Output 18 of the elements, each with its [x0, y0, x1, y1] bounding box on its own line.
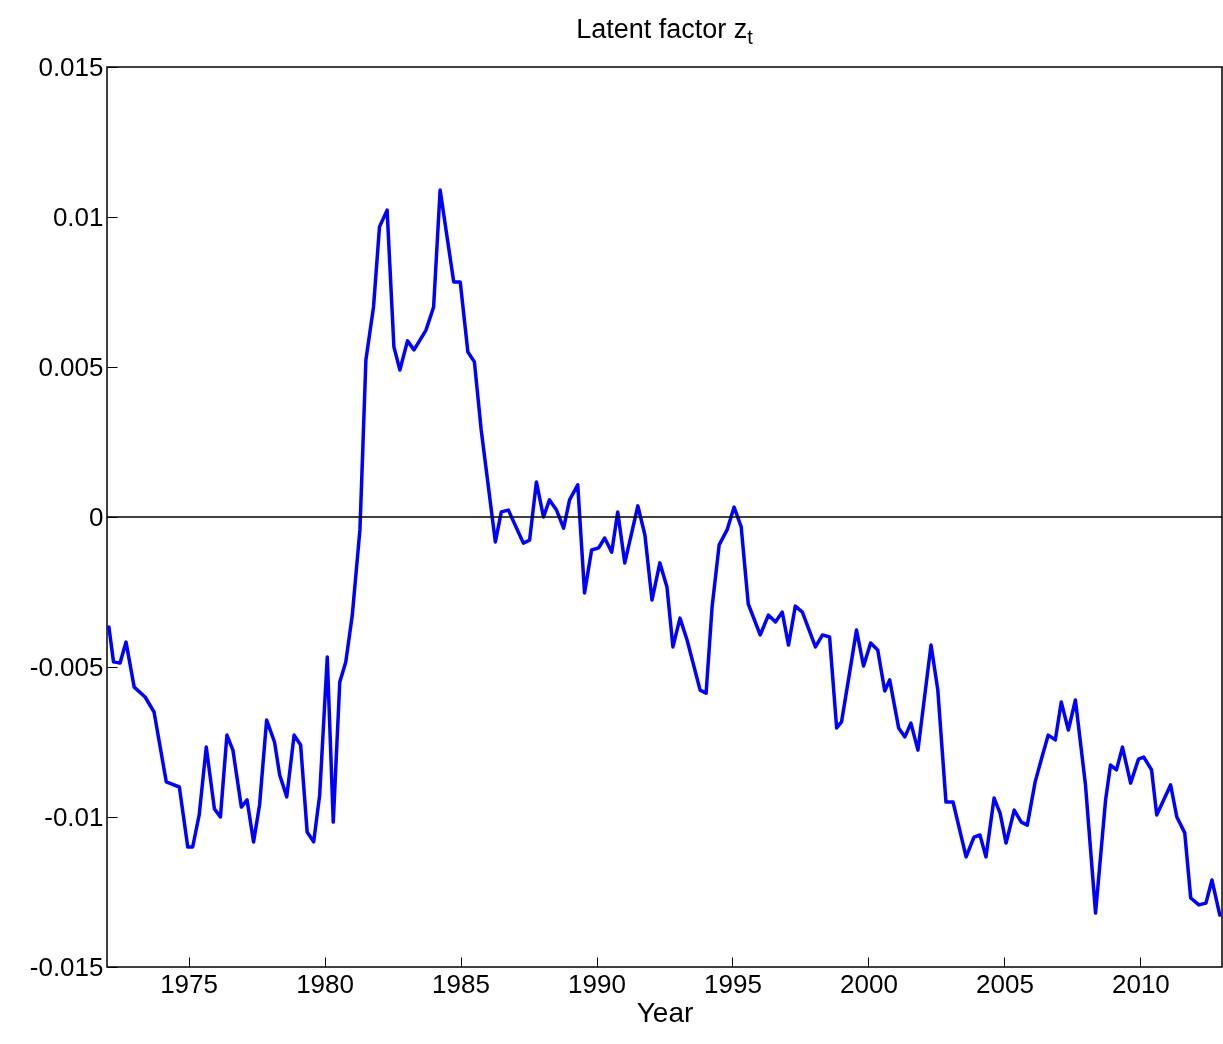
- x-tick-label: 1975: [160, 968, 219, 999]
- y-tick-label: -0.01: [44, 801, 104, 832]
- line-series: [107, 188, 1222, 917]
- x-tick-label: 1995: [704, 968, 762, 999]
- y-tick-label: 0.015: [38, 51, 104, 82]
- chart-title: Latent factor z$_{t}$: [575, 14, 754, 50]
- x-tick-label: 1985: [432, 968, 490, 999]
- x-tick-label: 2000: [840, 968, 898, 999]
- y-tick-label: 0: [89, 501, 104, 532]
- y-tick-label: -0.015: [29, 951, 104, 982]
- x-tick-label: 2010: [1111, 968, 1170, 999]
- y-tick-label: 0.01: [52, 201, 104, 232]
- y-tick-label: 0.005: [38, 351, 104, 382]
- x-axis-title: Year: [636, 996, 694, 1028]
- x-tick-label: 2005: [976, 968, 1034, 999]
- y-tick-label: -0.005: [29, 651, 104, 682]
- x-tick-label: 1980: [296, 968, 354, 999]
- x-tick-label: 1990: [568, 968, 626, 999]
